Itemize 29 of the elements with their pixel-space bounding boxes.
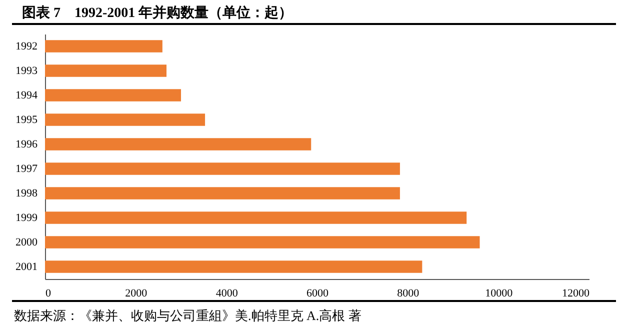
y-tick-label: 1993 xyxy=(16,64,38,77)
bar xyxy=(45,212,467,224)
bar xyxy=(45,260,422,273)
y-tick-label: 1995 xyxy=(16,114,38,126)
x-tick-label: 10000 xyxy=(485,288,514,300)
y-tick-label: 1998 xyxy=(16,187,38,200)
bar xyxy=(45,40,162,52)
y-tick-label: 1996 xyxy=(16,138,38,150)
x-tick-label: 2000 xyxy=(125,288,148,300)
bar xyxy=(45,89,181,102)
bar xyxy=(45,114,206,126)
bar xyxy=(45,64,166,77)
y-tick-label: 2000 xyxy=(16,236,38,248)
x-tick-label: 6000 xyxy=(306,288,329,300)
x-tick-label: 12000 xyxy=(562,288,590,300)
source-note: 数据来源：《兼并、收购与公司重組》美.帕特里克 A.高根 著 xyxy=(14,307,362,325)
y-tick-label: 1997 xyxy=(16,162,38,175)
x-tick-label: 4000 xyxy=(216,288,238,300)
chart-title: 图表 7 1992-2001 年并购数量（单位：起） xyxy=(22,4,293,22)
x-tick-label: 8000 xyxy=(397,288,420,300)
bar xyxy=(45,138,312,150)
y-tick-label: 1992 xyxy=(16,40,38,52)
y-tick-label: 2001 xyxy=(16,260,38,273)
bar xyxy=(45,162,400,175)
x-tick-label: 0 xyxy=(46,288,52,300)
y-tick-label: 1994 xyxy=(16,89,38,102)
bar xyxy=(45,187,400,200)
bar xyxy=(45,236,480,248)
y-tick-label: 1999 xyxy=(16,212,38,224)
